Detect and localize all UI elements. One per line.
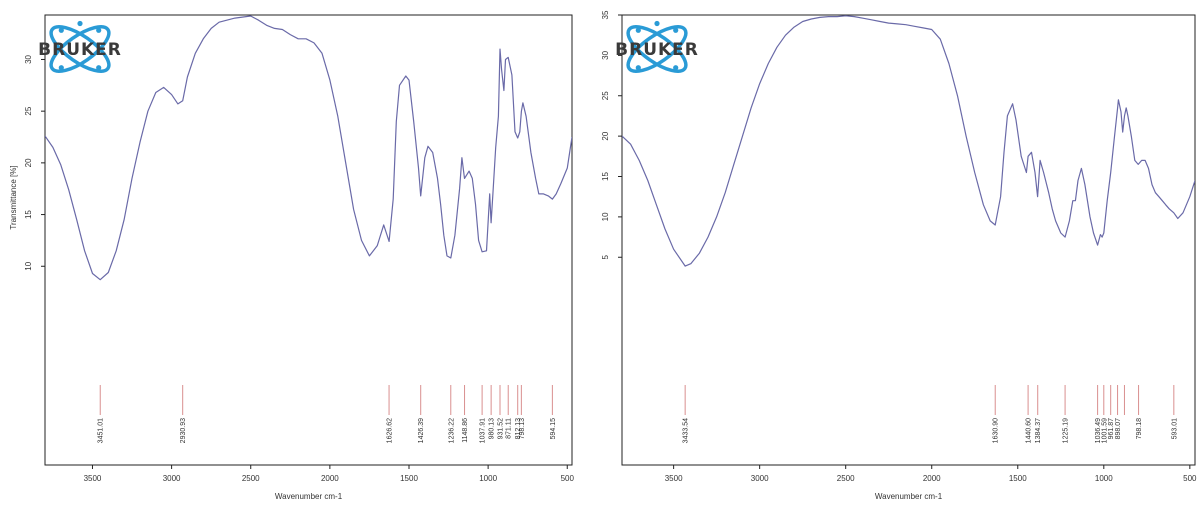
peak-label: 1037.91 xyxy=(480,418,487,443)
x-tick-label: 1000 xyxy=(479,474,497,483)
spectrum-trace xyxy=(45,15,572,281)
x-tick-label: 1500 xyxy=(400,474,418,483)
spectrum-trace xyxy=(622,15,1195,267)
logo-dot xyxy=(58,27,64,33)
peak-label: 1225.19 xyxy=(1063,418,1070,443)
logo-text: BRUKER xyxy=(38,40,122,60)
peak-label: 1236.22 xyxy=(448,418,455,443)
peak-label: 931.52 xyxy=(497,418,504,440)
y-tick-label: 35 xyxy=(601,10,610,19)
peak-label: 1630.90 xyxy=(993,418,1000,443)
x-tick-label: 2000 xyxy=(321,474,339,483)
peak-label: 1001.59 xyxy=(1101,418,1108,443)
peak-label: 3451.01 xyxy=(98,418,105,443)
y-axis-label: Transmittance [%] xyxy=(9,165,18,229)
x-axis-label: Wavenumber cm-1 xyxy=(875,492,943,501)
bruker-logo: BRUKER xyxy=(38,20,122,73)
plot-frame xyxy=(44,14,573,466)
y-tick-label: 25 xyxy=(601,91,610,100)
x-tick-label: 2000 xyxy=(923,474,941,483)
peak-label: 812.13 xyxy=(515,418,522,440)
peak-label: 3433.54 xyxy=(683,418,690,443)
x-tick-label: 500 xyxy=(561,474,575,483)
logo-text: BRUKER xyxy=(615,40,699,60)
x-tick-label: 3500 xyxy=(665,474,683,483)
logo-ring xyxy=(49,25,111,73)
y-tick-label: 20 xyxy=(601,131,610,140)
logo-dot xyxy=(96,65,102,71)
peak-label: 1036.49 xyxy=(1095,418,1102,443)
peak-label: 980.13 xyxy=(489,418,496,440)
peak-label: 871.11 xyxy=(506,418,513,439)
x-tick-label: 2500 xyxy=(837,474,855,483)
peak-label: 898.07 xyxy=(1115,418,1122,440)
peak-label: 2930.93 xyxy=(180,418,187,443)
peak-label: 593.01 xyxy=(1171,418,1178,440)
logo-dot xyxy=(635,27,641,33)
peak-label: 1440.60 xyxy=(1026,418,1033,443)
logo-dot xyxy=(96,27,102,33)
x-tick-label: 3500 xyxy=(84,474,102,483)
logo-dot xyxy=(635,65,641,71)
x-tick-label: 1500 xyxy=(1009,474,1027,483)
y-tick-label: 20 xyxy=(24,158,33,167)
logo-ring xyxy=(626,25,688,73)
y-tick-label: 30 xyxy=(601,50,610,59)
logo-dot xyxy=(77,20,83,27)
y-tick-label: 15 xyxy=(601,172,610,181)
peak-label: 594.15 xyxy=(550,418,557,440)
peak-label: 1426.39 xyxy=(418,418,425,443)
peak-label: 1626.62 xyxy=(387,418,394,443)
x-tick-label: 500 xyxy=(1183,474,1197,483)
x-tick-label: 2500 xyxy=(242,474,260,483)
bruker-logo: BRUKER xyxy=(615,20,699,73)
ir-spectrum-chart-right: 5 10 15 20 25 30 35 3500 3000 2500 2000 1500 1000 500… xyxy=(601,10,1197,501)
peak-label: 798.13 xyxy=(519,418,526,440)
peak-label: 798.18 xyxy=(1136,418,1143,440)
y-tick-label: 30 xyxy=(24,54,33,63)
logo-ring xyxy=(626,25,688,73)
peak-label: 1148.86 xyxy=(462,418,469,443)
logo-dot xyxy=(58,65,64,71)
logo-dot xyxy=(673,27,679,33)
peak-label: 961.87 xyxy=(1108,418,1115,440)
y-tick-label: 15 xyxy=(24,210,33,219)
y-tick-label: 25 xyxy=(24,106,33,115)
y-tick-label: 10 xyxy=(24,261,33,270)
ir-spectrum-chart-left: 10 15 20 25 30 3500 3000 2500 2000 1500 1000 500 Wav… xyxy=(9,14,575,501)
x-axis-label: Wavenumber cm-1 xyxy=(275,492,343,501)
x-tick-label: 3000 xyxy=(163,474,181,483)
y-tick-label: 5 xyxy=(601,254,610,259)
y-tick-label: 10 xyxy=(601,212,610,221)
peak-label: 1384.37 xyxy=(1035,418,1042,443)
x-tick-label: 1000 xyxy=(1095,474,1113,483)
logo-dot xyxy=(654,20,660,27)
logo-dot xyxy=(673,65,679,71)
logo-ring xyxy=(49,25,111,73)
plot-frame xyxy=(621,14,1196,466)
x-tick-label: 3000 xyxy=(751,474,769,483)
